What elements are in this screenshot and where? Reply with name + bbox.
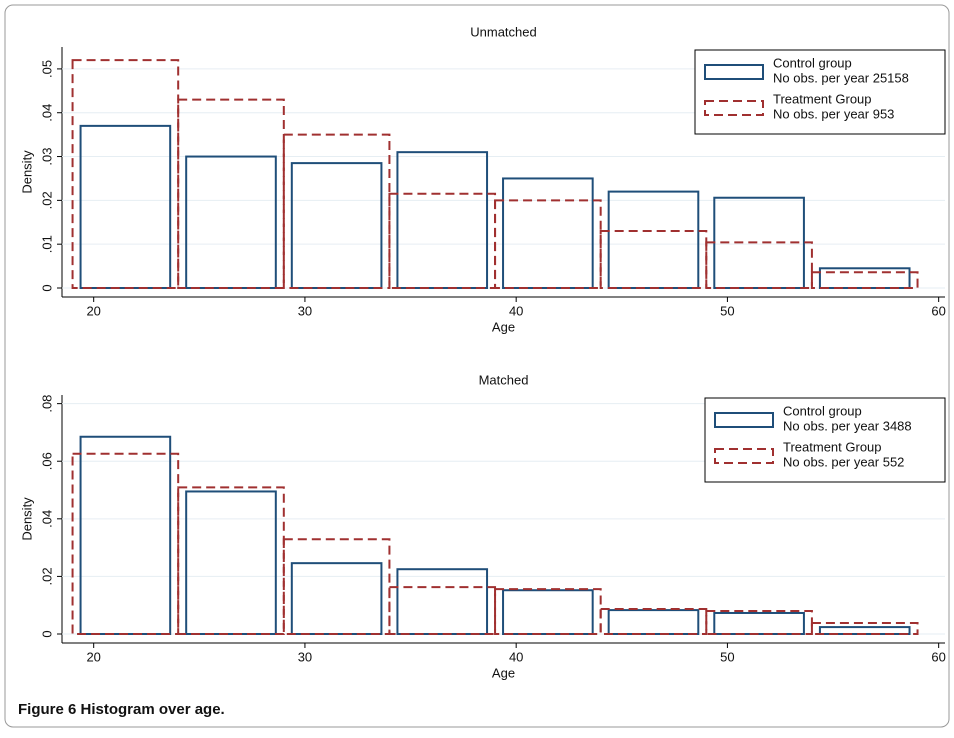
chart-title: Matched	[479, 372, 529, 387]
legend-label: Treatment Group	[783, 439, 882, 454]
bar	[494, 199, 602, 289]
x-tick-label: 40	[509, 649, 523, 664]
x-tick-label: 20	[86, 649, 100, 664]
y-tick-label: .08	[39, 395, 54, 413]
legend-note: No obs. per year 3488	[783, 418, 912, 433]
x-tick-label: 20	[86, 303, 100, 318]
y-tick-label: .03	[39, 148, 54, 166]
y-axis-label: Density	[19, 150, 34, 194]
y-tick-label: .04	[39, 104, 54, 122]
caption: Figure 6 Histogram over age.	[18, 701, 225, 718]
x-axis-label: Age	[492, 319, 515, 334]
legend-swatch	[704, 64, 764, 80]
bar	[388, 192, 497, 289]
legend-label: Control group	[773, 55, 852, 70]
legend-label: Control group	[783, 403, 862, 418]
legend-note: No obs. per year 25158	[773, 70, 909, 85]
y-tick-label: .01	[39, 235, 54, 253]
y-tick-label: .05	[39, 60, 54, 78]
y-tick-label: .06	[39, 452, 54, 470]
chart-title: Unmatched	[470, 24, 536, 39]
x-tick-label: 50	[720, 649, 734, 664]
legend-label: Treatment Group	[773, 91, 872, 106]
y-axis-label: Density	[19, 497, 34, 541]
bar	[810, 271, 919, 290]
x-tick-label: 60	[931, 649, 945, 664]
legend-note: No obs. per year 953	[773, 106, 894, 121]
y-tick-label: .02	[39, 191, 54, 209]
legend-swatch	[704, 100, 764, 116]
y-tick-label: 0	[39, 630, 54, 637]
legend-note: No obs. per year 552	[783, 454, 904, 469]
bar	[282, 538, 391, 635]
frame	[4, 4, 950, 728]
x-tick-label: 40	[509, 303, 523, 318]
y-tick-label: .02	[39, 567, 54, 585]
legend-swatch	[714, 412, 774, 428]
bar	[177, 98, 285, 289]
bar	[185, 490, 277, 636]
x-tick-label: 30	[298, 303, 312, 318]
y-tick-label: 0	[39, 284, 54, 291]
bar	[705, 241, 813, 289]
bar	[71, 59, 180, 289]
bar	[388, 586, 497, 635]
bar	[810, 622, 919, 636]
bar	[713, 611, 805, 635]
y-tick-label: .04	[39, 510, 54, 528]
x-axis-label: Age	[492, 665, 515, 680]
legend-swatch	[714, 448, 774, 464]
bar	[71, 452, 180, 635]
bar	[396, 568, 489, 635]
x-tick-label: 30	[298, 649, 312, 664]
x-tick-label: 50	[720, 303, 734, 318]
x-tick-label: 60	[931, 303, 945, 318]
bar	[185, 155, 277, 289]
